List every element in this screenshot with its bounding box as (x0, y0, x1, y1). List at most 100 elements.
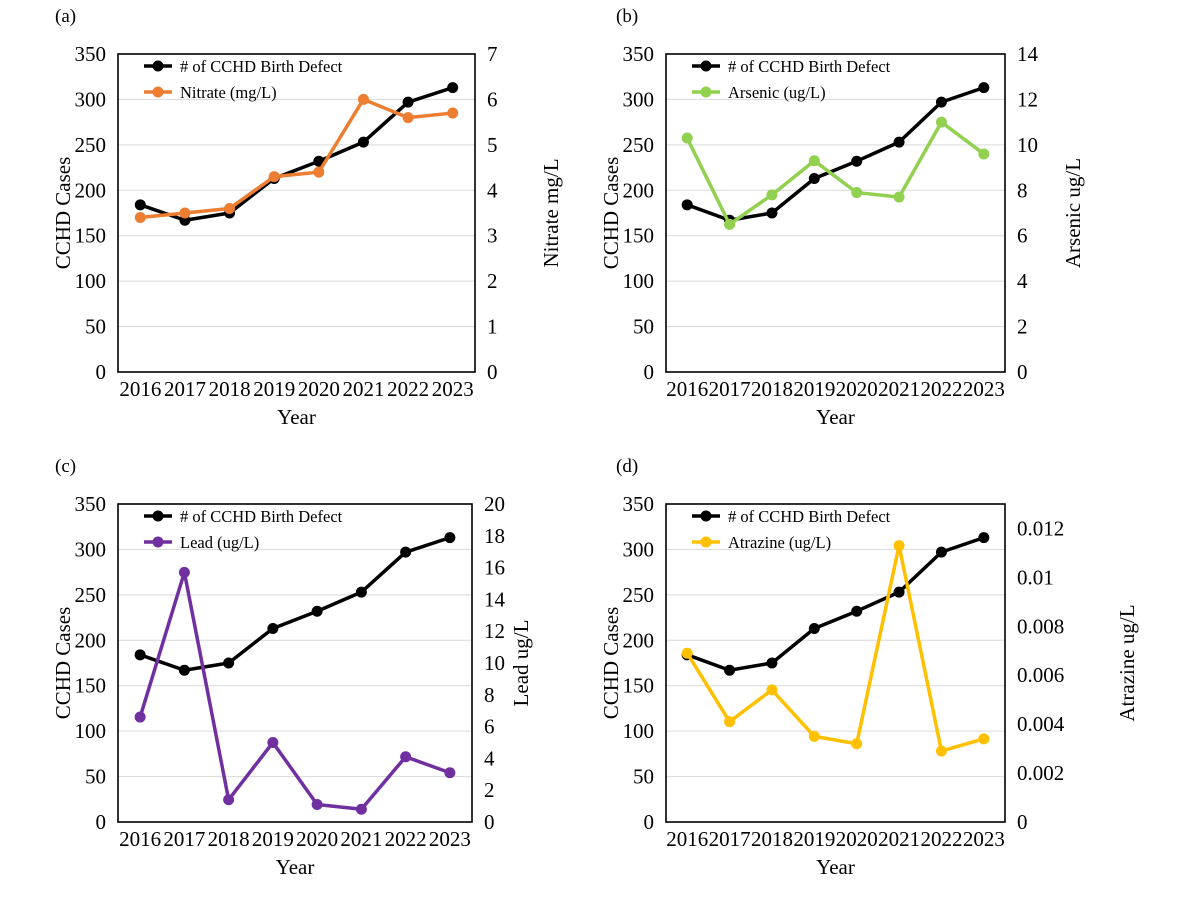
right-axis-tick-label: 2 (484, 778, 495, 802)
data-point-marker (724, 218, 736, 230)
right-axis-tick-label: 10 (484, 651, 505, 675)
left-axis-tick-label: 0 (644, 360, 655, 384)
plot-border (117, 503, 473, 823)
x-axis-tick-label: 2021 (878, 827, 920, 851)
right-axis-tick-label: 6 (487, 87, 498, 111)
right-axis-tick-label: 2 (1017, 315, 1028, 339)
right-axis-tick-label: 4 (487, 178, 498, 202)
x-axis-tick-label: 2017 (709, 827, 751, 851)
right-axis-tick-label: 0 (1017, 360, 1028, 384)
x-axis-tick-label: 2020 (836, 827, 878, 851)
left-axis-title: CCHD Cases (51, 157, 75, 270)
left-axis-tick-label: 300 (75, 87, 107, 111)
right-axis-tick-label: 0.01 (1017, 565, 1054, 589)
x-axis-tick-label: 2021 (340, 827, 382, 851)
left-axis-tick-label: 50 (85, 765, 106, 789)
right-axis-tick-label: 20 (484, 492, 505, 516)
left-axis-tick-label: 100 (623, 269, 655, 293)
line-chart: (c) 0 50 100 150 200 250 300 350 0 2 4 6 8 10 12 14 16 18 2… (51, 456, 533, 879)
x-axis-tick-label: 2020 (296, 827, 338, 851)
chart-d: (d) 0 50 100 150 200 250 300 350 0 0.002 0.004 0.006… (600, 450, 1200, 900)
x-axis-tick-label: 2019 (253, 377, 295, 401)
legend-marker (700, 536, 712, 548)
left-axis-tick-label: 150 (623, 224, 655, 248)
data-point-marker (978, 733, 990, 745)
data-point-marker (724, 664, 736, 676)
panel-c: (c) 0 50 100 150 200 250 300 350 0 2 4 6 8 10 12 14 16 18 2… (0, 450, 600, 900)
left-axis-tick-label: 0 (96, 810, 107, 834)
data-point-marker (766, 207, 778, 219)
data-point-marker (223, 794, 235, 806)
legend-marker (700, 86, 712, 98)
right-axis-tick-label: 12 (1017, 87, 1038, 111)
data-point-marker (134, 199, 146, 211)
right-axis-tick-label: 4 (484, 746, 495, 770)
data-point-marker (355, 803, 367, 815)
x-axis-tick-label: 2019 (252, 827, 294, 851)
left-axis-tick-label: 300 (75, 537, 107, 561)
right-axis-tick-label: 10 (1017, 133, 1038, 157)
x-axis-tick-label: 2020 (298, 377, 340, 401)
series-line (685, 543, 986, 753)
right-axis-tick-label: 18 (484, 524, 505, 548)
right-axis-tick-label: 4 (1017, 269, 1028, 293)
x-axis-tick-label: 2022 (385, 827, 427, 851)
line-chart: (d) 0 50 100 150 200 250 300 350 0 0.002 0.004 0.006… (600, 456, 1139, 879)
x-axis-tick-label: 2022 (387, 377, 429, 401)
x-axis-tick-label: 2016 (119, 827, 161, 851)
right-axis-tick-label: 14 (1017, 42, 1039, 66)
left-axis-tick-label: 350 (623, 492, 655, 516)
data-point-marker (268, 171, 280, 183)
right-axis-tick-label: 0 (1017, 810, 1028, 834)
x-axis-tick-label: 2017 (709, 377, 751, 401)
x-axis-tick-label: 2016 (666, 827, 708, 851)
data-point-marker (851, 187, 863, 199)
data-point-marker (444, 767, 456, 779)
data-point-marker (851, 155, 863, 167)
data-point-marker (178, 566, 190, 578)
right-axis-tick-label: 16 (484, 556, 505, 580)
series-line (138, 97, 455, 220)
right-axis-tick-label: 14 (484, 587, 506, 611)
left-axis-tick-label: 200 (75, 628, 107, 652)
data-point-marker (978, 148, 990, 160)
data-point-marker (851, 605, 863, 617)
right-axis-tick-label: 0 (487, 360, 498, 384)
legend-label: # of CCHD Birth Defect (728, 507, 891, 526)
data-point-marker (681, 647, 693, 659)
left-axis-tick-label: 0 (644, 810, 655, 834)
left-axis-tick-label: 150 (75, 674, 107, 698)
data-point-marker (357, 93, 369, 105)
left-axis-tick-label: 100 (623, 719, 655, 743)
right-axis-tick-label: 0.004 (1017, 712, 1065, 736)
legend-label: # of CCHD Birth Defect (728, 57, 891, 76)
legend-marker (700, 60, 712, 72)
legend-marker (152, 86, 164, 98)
x-axis-tick-label: 2019 (793, 377, 835, 401)
plot-border (665, 53, 1006, 373)
right-axis-title: Lead ug/L (509, 620, 533, 707)
chart-c: (c) 0 50 100 150 200 250 300 350 0 2 4 6 8 10 12 14 16 18 2… (0, 450, 600, 900)
chart-a: (a) 0 50 100 150 200 250 300 350 0 1 2 3 4 5 6 7 2016 2017… (0, 0, 600, 450)
data-point-marker (935, 96, 947, 108)
data-point-marker (179, 207, 191, 219)
right-axis-tick-label: 8 (484, 683, 495, 707)
left-axis-tick-label: 200 (75, 178, 107, 202)
right-axis-tick-label: 3 (487, 224, 498, 248)
panel-a: (a) 0 50 100 150 200 250 300 350 0 1 2 3 4 5 6 7 2016 2017… (0, 0, 600, 450)
left-axis-tick-label: 200 (623, 178, 655, 202)
x-axis-tick-label: 2016 (666, 377, 708, 401)
left-axis-title: CCHD Cases (600, 157, 623, 270)
data-point-marker (808, 155, 820, 167)
data-point-marker (311, 605, 323, 617)
x-axis-tick-label: 2018 (751, 827, 793, 851)
left-axis-tick-label: 350 (623, 42, 655, 66)
data-point-marker (447, 107, 459, 119)
legend-label: Arsenic (ug/L) (728, 83, 826, 102)
left-axis-tick-label: 100 (75, 719, 107, 743)
data-point-marker (134, 649, 146, 661)
x-axis-tick-label: 2018 (751, 377, 793, 401)
x-axis-tick-label: 2023 (963, 377, 1005, 401)
